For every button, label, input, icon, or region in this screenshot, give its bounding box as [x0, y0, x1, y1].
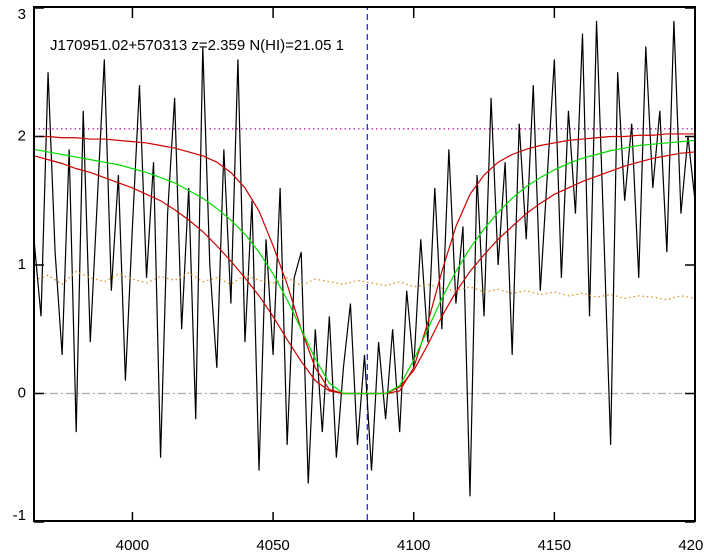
- x-tick-label: 4050: [256, 537, 289, 554]
- series-line: [34, 133, 695, 395]
- x-tick-label: 4200: [678, 537, 704, 554]
- x-tick-label: 4100: [397, 537, 430, 554]
- y-tick-label: 1: [18, 256, 26, 273]
- series-line: [34, 270, 695, 301]
- plot-frame: [33, 6, 696, 522]
- chart-title: J170951.02+570313 z=2.359 N(HI)=21.05 1: [50, 37, 344, 54]
- y-tick-label: 2: [18, 127, 26, 144]
- plot-area: [34, 7, 695, 521]
- series-line: [34, 20, 695, 497]
- y-tick-label: -1: [13, 507, 26, 524]
- y-tick-label: 0: [18, 384, 26, 401]
- y-tick-label: 3: [18, 6, 26, 23]
- x-tick-label: 4150: [538, 537, 571, 554]
- x-tick-label: 4000: [116, 537, 149, 554]
- series-line: [34, 139, 695, 395]
